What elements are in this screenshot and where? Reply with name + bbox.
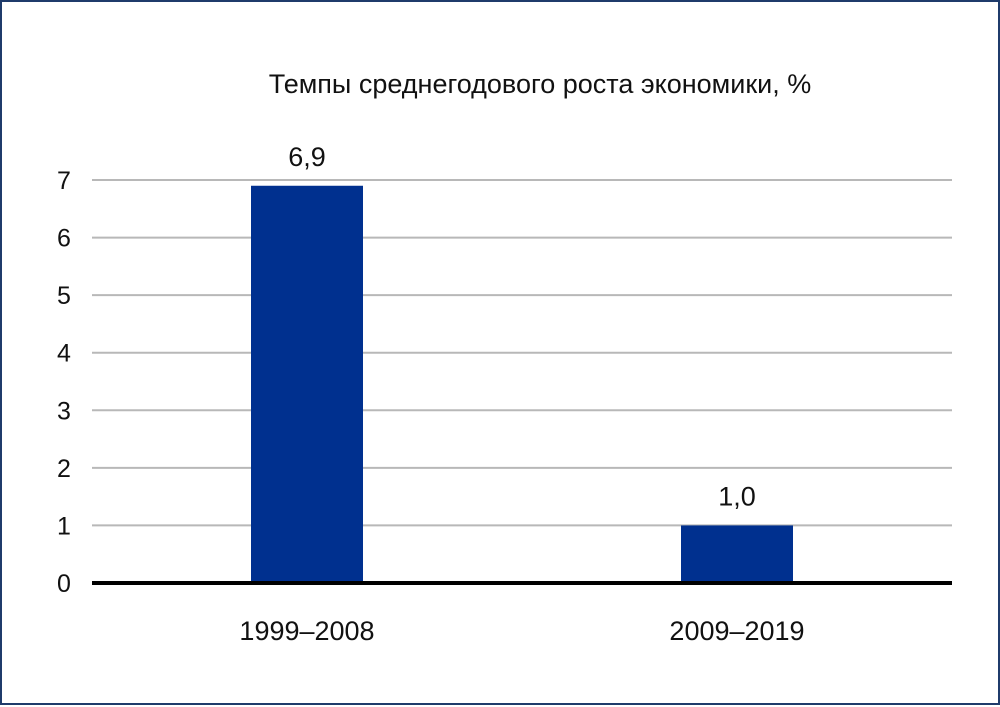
y-axis-tick-labels: 0 1 2 3 4 5 6 7 [57, 167, 71, 598]
x-axis-category-labels: 1999–2008 2009–2019 [239, 616, 804, 646]
y-tick-label: 7 [57, 167, 71, 195]
y-tick-label: 3 [57, 397, 71, 425]
gridlines [92, 179, 952, 527]
y-tick-label: 5 [57, 282, 71, 310]
y-tick-label: 1 [57, 512, 71, 540]
bar-2 [681, 525, 793, 583]
chart-title: Темпы среднегодового роста экономики, % [269, 69, 811, 99]
y-tick-label: 2 [57, 455, 71, 483]
data-label-2: 1,0 [718, 481, 756, 511]
x-category-label-2: 2009–2019 [669, 616, 804, 646]
y-tick-label: 0 [57, 570, 71, 598]
y-tick-label: 6 [57, 225, 71, 253]
bars [251, 185, 793, 583]
y-tick-label: 4 [57, 340, 71, 368]
data-label-1: 6,9 [288, 142, 326, 172]
bar-1 [251, 185, 363, 583]
x-category-label-1: 1999–2008 [239, 616, 374, 646]
data-labels: 6,9 1,0 [288, 142, 756, 512]
